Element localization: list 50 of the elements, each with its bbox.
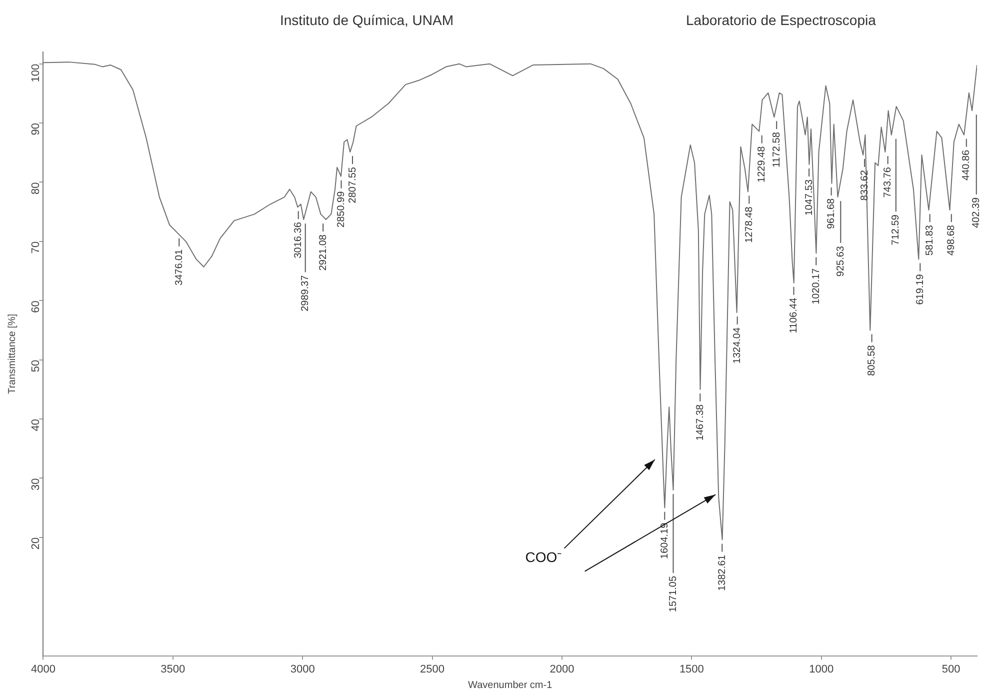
annotation: 3016.36 — [293, 222, 304, 258]
annotation: 1106.44 — [788, 297, 800, 334]
annotation: 712.59 — [890, 214, 902, 246]
annotation: 440.86 — [961, 149, 972, 180]
x-tick-label: 3500 — [160, 663, 186, 676]
x-axis-title: Wavenumber cm-1 — [468, 680, 553, 691]
annotation: 1467.38 — [694, 404, 706, 441]
annotation: 1020.17 — [810, 268, 822, 304]
annotation: 805.58 — [866, 344, 878, 376]
y-tick-label: 30 — [30, 478, 42, 490]
y-tick-label: 80 — [30, 182, 42, 194]
y-tick-label: 70 — [30, 241, 42, 254]
y-tick-label: 90 — [30, 123, 42, 136]
x-tick-label: 2000 — [550, 663, 574, 676]
x-tick-label: 3000 — [290, 663, 315, 676]
annotation: 743.76 — [882, 166, 894, 198]
y-tick-label: 100 — [30, 64, 42, 82]
annotation: 1229.48 — [756, 146, 768, 182]
annotation: 1047.53 — [804, 179, 815, 216]
annotation: 581.83 — [924, 224, 936, 256]
annotation: 1324.04 — [732, 327, 744, 364]
x-tick-label: 2500 — [420, 663, 445, 676]
annotation: 1382.61 — [716, 554, 728, 591]
chart-subtitle: Laboratorio de Espectroscopia — [686, 12, 876, 28]
annotation: 1571.05 — [668, 576, 679, 612]
annotation: 402.39 — [971, 197, 982, 228]
annotation: 2921.08 — [318, 234, 329, 271]
annotation: 2989.37 — [300, 274, 312, 312]
annotation: 498.68 — [946, 224, 958, 256]
chart-title: Instituto de Química, UNAM — [280, 12, 454, 28]
y-tick-label: 40 — [30, 419, 42, 432]
annotation: 619.19 — [914, 274, 926, 305]
y-tick-label: 50 — [30, 360, 42, 372]
x-tick-label: 500 — [942, 663, 960, 676]
y-axis-title: Transmittance [%] — [6, 314, 18, 394]
annotation: 961.68 — [826, 198, 838, 230]
x-tick-label: 4000 — [30, 663, 56, 676]
annotation: 2850.99 — [336, 190, 347, 228]
x-tick-label: 1500 — [679, 663, 704, 676]
y-tick-label: 60 — [30, 300, 42, 313]
annotation: 1172.58 — [771, 132, 782, 168]
annotation: 833.62 — [859, 170, 870, 201]
y-tick-label: 20 — [30, 537, 42, 550]
annotation: 3476.01 — [174, 248, 185, 286]
annotation: 2807.55 — [347, 166, 358, 204]
annotation: 1278.48 — [744, 206, 755, 243]
x-tick-label: 1000 — [809, 663, 834, 676]
annotation: 925.63 — [835, 246, 846, 277]
annotation: 1604.19 — [659, 522, 670, 559]
annotation: COO⁻ — [525, 548, 562, 565]
